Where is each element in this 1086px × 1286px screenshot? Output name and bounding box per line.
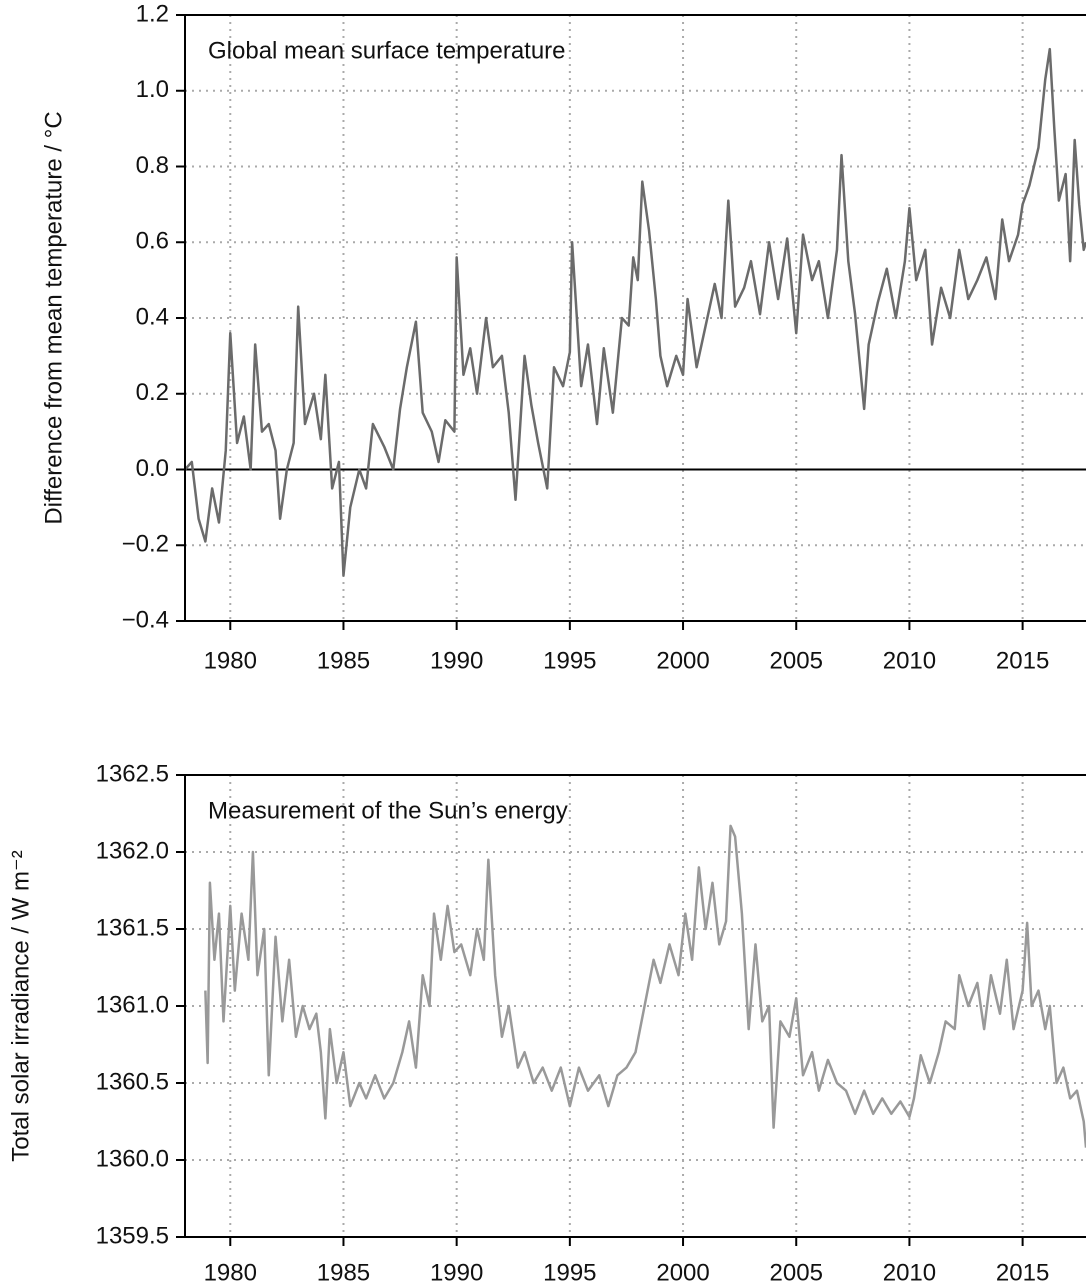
- x-tick-label: 2010: [883, 647, 936, 674]
- y-tick-label: 1359.5: [96, 1222, 169, 1249]
- x-tick-label: 1995: [543, 647, 596, 674]
- y-tick-label: 0.6: [136, 228, 169, 255]
- x-tick-label: 1995: [543, 1259, 596, 1286]
- plot-lines: [185, 47, 1086, 577]
- y-tick-label: 1.0: [136, 76, 169, 103]
- y-tick-label: −0.4: [122, 606, 169, 633]
- x-tick-label: 2005: [770, 1259, 823, 1286]
- x-tick-label: 1985: [317, 1259, 370, 1286]
- y-tick-label: −0.2: [122, 531, 169, 558]
- y-axis-label: Total solar irradiance / W m⁻²: [7, 850, 34, 1161]
- x-tick-label: 1985: [317, 647, 370, 674]
- chart-title: Measurement of the Sun’s energy: [208, 797, 568, 824]
- x-tick-label: 2015: [996, 1259, 1049, 1286]
- chart-title: Global mean surface temperature: [208, 37, 566, 64]
- x-tick-label: 2000: [656, 647, 709, 674]
- data-line: [185, 47, 1086, 577]
- y-tick-label: 0.4: [136, 303, 169, 330]
- y-tick-label: 1360.5: [96, 1068, 169, 1095]
- y-tick-label: 1362.5: [96, 760, 169, 787]
- y-tick-label: 1360.0: [96, 1145, 169, 1172]
- y-tick-label: 0.0: [136, 455, 169, 482]
- x-tick-label: 2000: [656, 1259, 709, 1286]
- data-line: [204, 824, 1086, 1148]
- x-tick-label: 2005: [770, 647, 823, 674]
- y-tick-label: 1.2: [136, 0, 169, 27]
- y-tick-label: 1362.0: [96, 837, 169, 864]
- x-tick-label: 2015: [996, 647, 1049, 674]
- x-tick-label: 2010: [883, 1259, 936, 1286]
- y-axis-label: Difference from mean temperature / °C: [40, 111, 67, 524]
- x-tick-label: 1980: [204, 647, 257, 674]
- x-tick-label: 1990: [430, 1259, 483, 1286]
- x-tick-label: 1990: [430, 647, 483, 674]
- x-tick-label: 1980: [204, 1259, 257, 1286]
- y-tick-label: 1361.0: [96, 991, 169, 1018]
- y-tick-label: 1361.5: [96, 914, 169, 941]
- plot-lines: [204, 824, 1086, 1148]
- y-tick-label: 0.2: [136, 379, 169, 406]
- y-tick-label: 0.8: [136, 152, 169, 179]
